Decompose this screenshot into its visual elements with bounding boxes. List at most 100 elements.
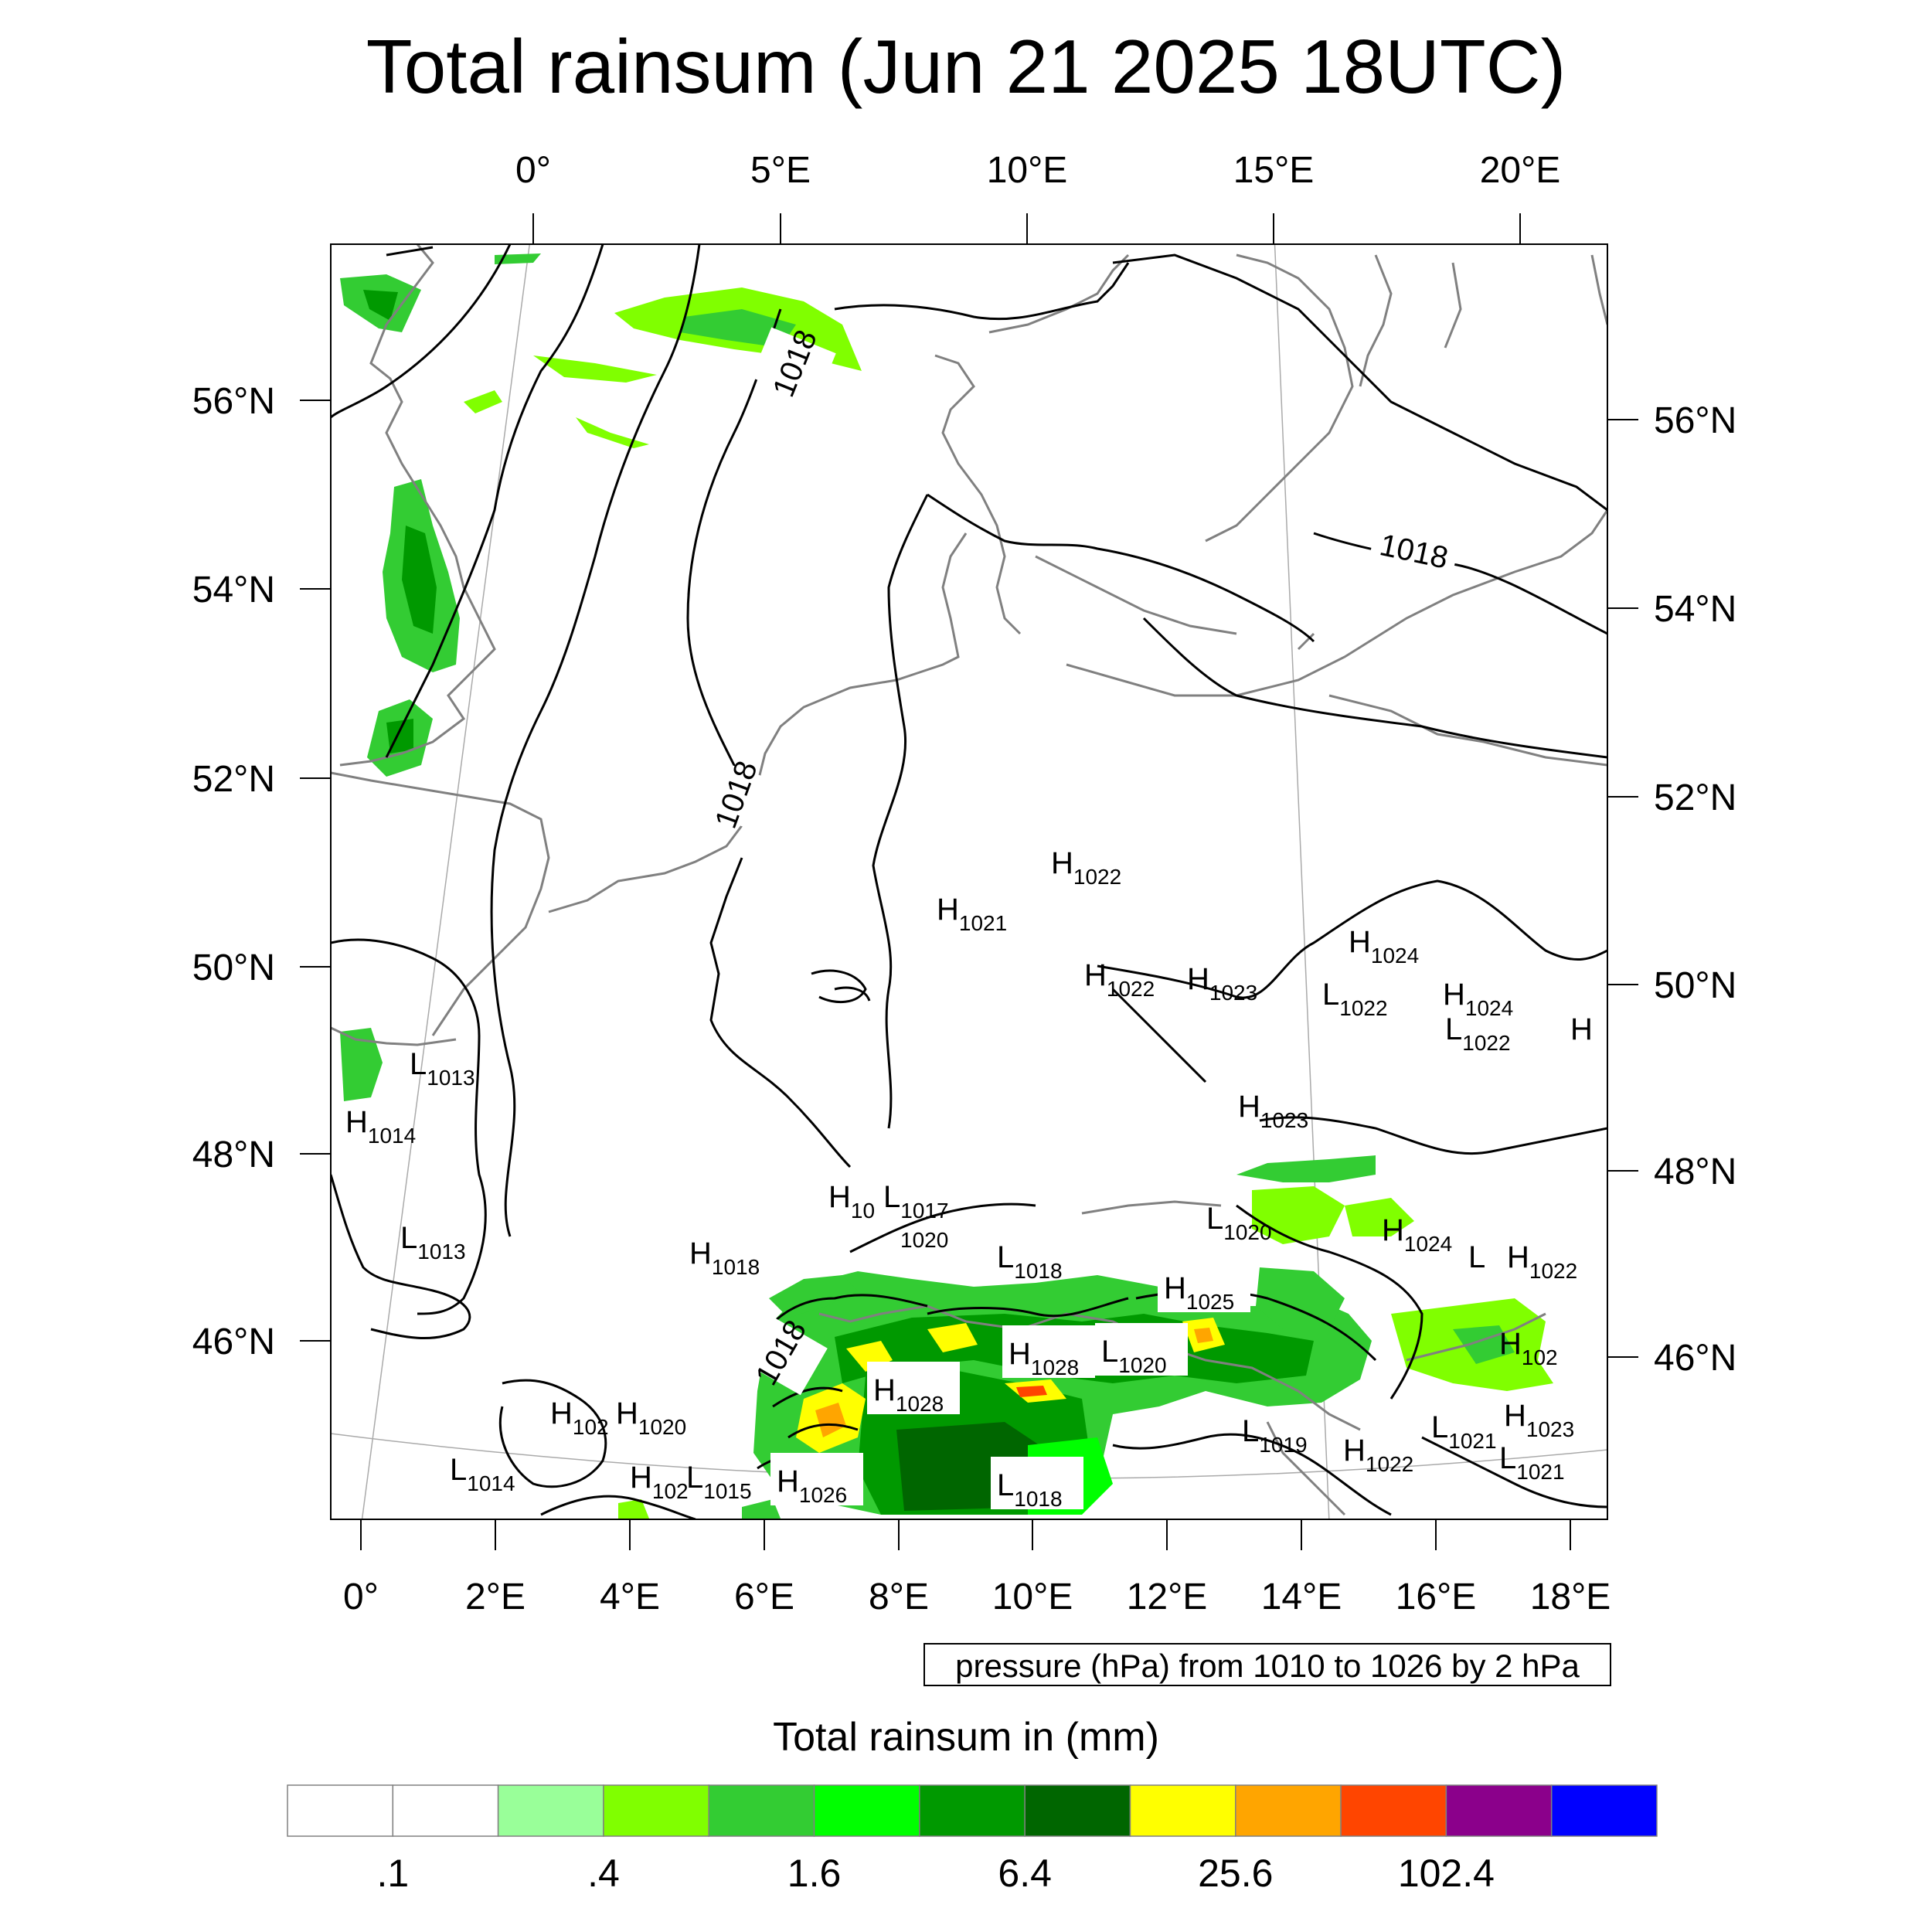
bottom-lon-label: 14°E xyxy=(1261,1577,1342,1617)
pressure-center-label: L1021 xyxy=(1431,1410,1497,1453)
bottom-lon-label: 10°E xyxy=(992,1577,1073,1617)
colorbar xyxy=(287,1784,1658,1837)
colorbar-tick-label: 102.4 xyxy=(1397,1852,1495,1895)
colorbar-swatch xyxy=(603,1784,709,1837)
colorbar-swatch xyxy=(392,1784,499,1837)
right-lat-label: 50°N xyxy=(1654,965,1736,1006)
bottom-lon-label: 4°E xyxy=(600,1577,660,1617)
colorbar-swatch xyxy=(919,1784,1026,1837)
pressure-center-label: L1013 xyxy=(410,1047,475,1090)
svg-text:H1028: H1028 xyxy=(1009,1337,1079,1379)
colorbar-swatch xyxy=(708,1784,815,1837)
pressure-center-label: H102 xyxy=(630,1461,689,1503)
top-lon-label: 0° xyxy=(515,150,551,191)
pressure-center-label: L1013 xyxy=(400,1221,466,1264)
pressure-center-label: H1021 xyxy=(937,893,1007,935)
pressure-center-label: H1022 xyxy=(1084,958,1155,1001)
pressure-center-label: H102 xyxy=(1499,1327,1558,1369)
colorbar-title: Total rainsum in (mm) xyxy=(773,1715,1159,1760)
svg-text:H1028: H1028 xyxy=(873,1373,944,1416)
pressure-center-label: H1025 xyxy=(1158,1260,1250,1314)
svg-text:H: H xyxy=(1570,1012,1593,1046)
pressure-center-label: L1020 xyxy=(1095,1323,1188,1377)
bottom-lon-label: 16°E xyxy=(1396,1577,1477,1617)
top-lon-label: 10°E xyxy=(987,150,1068,191)
colorbar-swatch xyxy=(1445,1784,1553,1837)
pressure-center-label: L xyxy=(1468,1240,1485,1274)
right-lat-label: 56°N xyxy=(1654,400,1736,441)
colorbar-swatch xyxy=(1024,1784,1131,1837)
colorbar-swatch xyxy=(1340,1784,1447,1837)
colorbar-tick-label: 25.6 xyxy=(1198,1852,1274,1895)
colorbar-swatch xyxy=(813,1784,920,1837)
pressure-center-label: H1024 xyxy=(1443,978,1513,1020)
colorbar-swatch xyxy=(1550,1784,1658,1837)
right-lat-label: 48°N xyxy=(1654,1151,1736,1192)
pressure-center-label: H1023 xyxy=(1187,962,1257,1005)
tick-marks xyxy=(300,213,1638,1550)
svg-text:H1023: H1023 xyxy=(1238,1090,1308,1132)
left-lat-label: 48°N xyxy=(192,1134,275,1175)
colorbar-swatch xyxy=(1235,1784,1342,1837)
svg-text:H1023: H1023 xyxy=(1504,1399,1574,1441)
isobars xyxy=(331,244,1607,1519)
right-lat-label: 52°N xyxy=(1654,777,1736,818)
svg-text:H1024: H1024 xyxy=(1382,1213,1452,1256)
pressure-center-label: H1020 xyxy=(616,1396,686,1439)
pressure-center-label: L1022 xyxy=(1322,978,1388,1020)
left-lat-label: 56°N xyxy=(192,381,275,422)
pressure-center-label: L1019 xyxy=(1242,1414,1308,1457)
pressure-center-label: H1014 xyxy=(345,1105,416,1148)
bottom-lon-label: 8°E xyxy=(869,1577,929,1617)
pressure-center-label: H1024 xyxy=(1349,925,1419,968)
svg-text:L1019: L1019 xyxy=(1242,1414,1308,1457)
colorbar-swatch xyxy=(1129,1784,1236,1837)
top-lon-label: 20°E xyxy=(1480,150,1561,191)
svg-text:H1026: H1026 xyxy=(777,1464,847,1507)
colorbar-tick-label: 1.6 xyxy=(787,1852,842,1895)
left-lat-label: 52°N xyxy=(192,759,275,800)
svg-text:L1013: L1013 xyxy=(400,1221,466,1264)
colorbar-swatch xyxy=(497,1784,604,1837)
left-lat-label: 54°N xyxy=(192,570,275,611)
svg-text:L1017: L1017 xyxy=(883,1180,949,1223)
svg-text:L1014: L1014 xyxy=(450,1453,515,1495)
bottom-lon-label: 2°E xyxy=(465,1577,526,1617)
svg-text:H1023: H1023 xyxy=(1187,962,1257,1005)
svg-text:H102: H102 xyxy=(550,1396,609,1439)
pressure-center-label: H1024 xyxy=(1382,1213,1452,1256)
pressure-center-label: H1028 xyxy=(1002,1325,1095,1379)
pressure-center-label: H1022 xyxy=(1343,1434,1413,1476)
svg-text:L: L xyxy=(1468,1240,1485,1274)
isobar-labels: 1018 1018 1018 1018 xyxy=(689,325,1461,1396)
top-lon-label: 5°E xyxy=(750,150,811,191)
pressure-contour-note: pressure (hPa) from 1010 to 1026 by 2 hP… xyxy=(923,1643,1611,1686)
map-title: Total rainsum (Jun 21 2025 18UTC) xyxy=(366,24,1566,109)
svg-text:L1020: L1020 xyxy=(1101,1335,1167,1377)
svg-text:L1022: L1022 xyxy=(1322,978,1388,1020)
right-lat-label: 46°N xyxy=(1654,1338,1736,1379)
svg-text:H1022: H1022 xyxy=(1507,1240,1577,1283)
pressure-center-label: L1021 xyxy=(1499,1441,1565,1484)
svg-text:H1024: H1024 xyxy=(1349,925,1419,968)
svg-text:L1013: L1013 xyxy=(410,1047,475,1090)
pressure-center-label: H1026 xyxy=(770,1453,863,1507)
pressure-center-label: H1023 xyxy=(1504,1399,1574,1441)
pressure-center-label: H10 xyxy=(828,1180,875,1223)
svg-text:L1022: L1022 xyxy=(1445,1012,1511,1055)
pressure-center-label: L1018 xyxy=(991,1457,1083,1511)
left-lat-label: 46°N xyxy=(192,1321,275,1362)
colorbar-tick-label: 6.4 xyxy=(998,1852,1052,1895)
bottom-lon-label: 12°E xyxy=(1127,1577,1208,1617)
svg-text:H1020: H1020 xyxy=(616,1396,686,1439)
pressure-center-label: L1014 xyxy=(450,1453,515,1495)
svg-text:L1015: L1015 xyxy=(686,1461,752,1503)
colorbar-swatch xyxy=(287,1784,394,1837)
svg-text:H1024: H1024 xyxy=(1443,978,1513,1020)
svg-text:L1021: L1021 xyxy=(1431,1410,1497,1453)
pressure-center-label: L1022 xyxy=(1445,1012,1511,1055)
svg-text:H1025: H1025 xyxy=(1164,1271,1234,1314)
pressure-center-label: L1017 xyxy=(883,1180,949,1223)
bottom-lon-label: 18°E xyxy=(1530,1577,1611,1617)
